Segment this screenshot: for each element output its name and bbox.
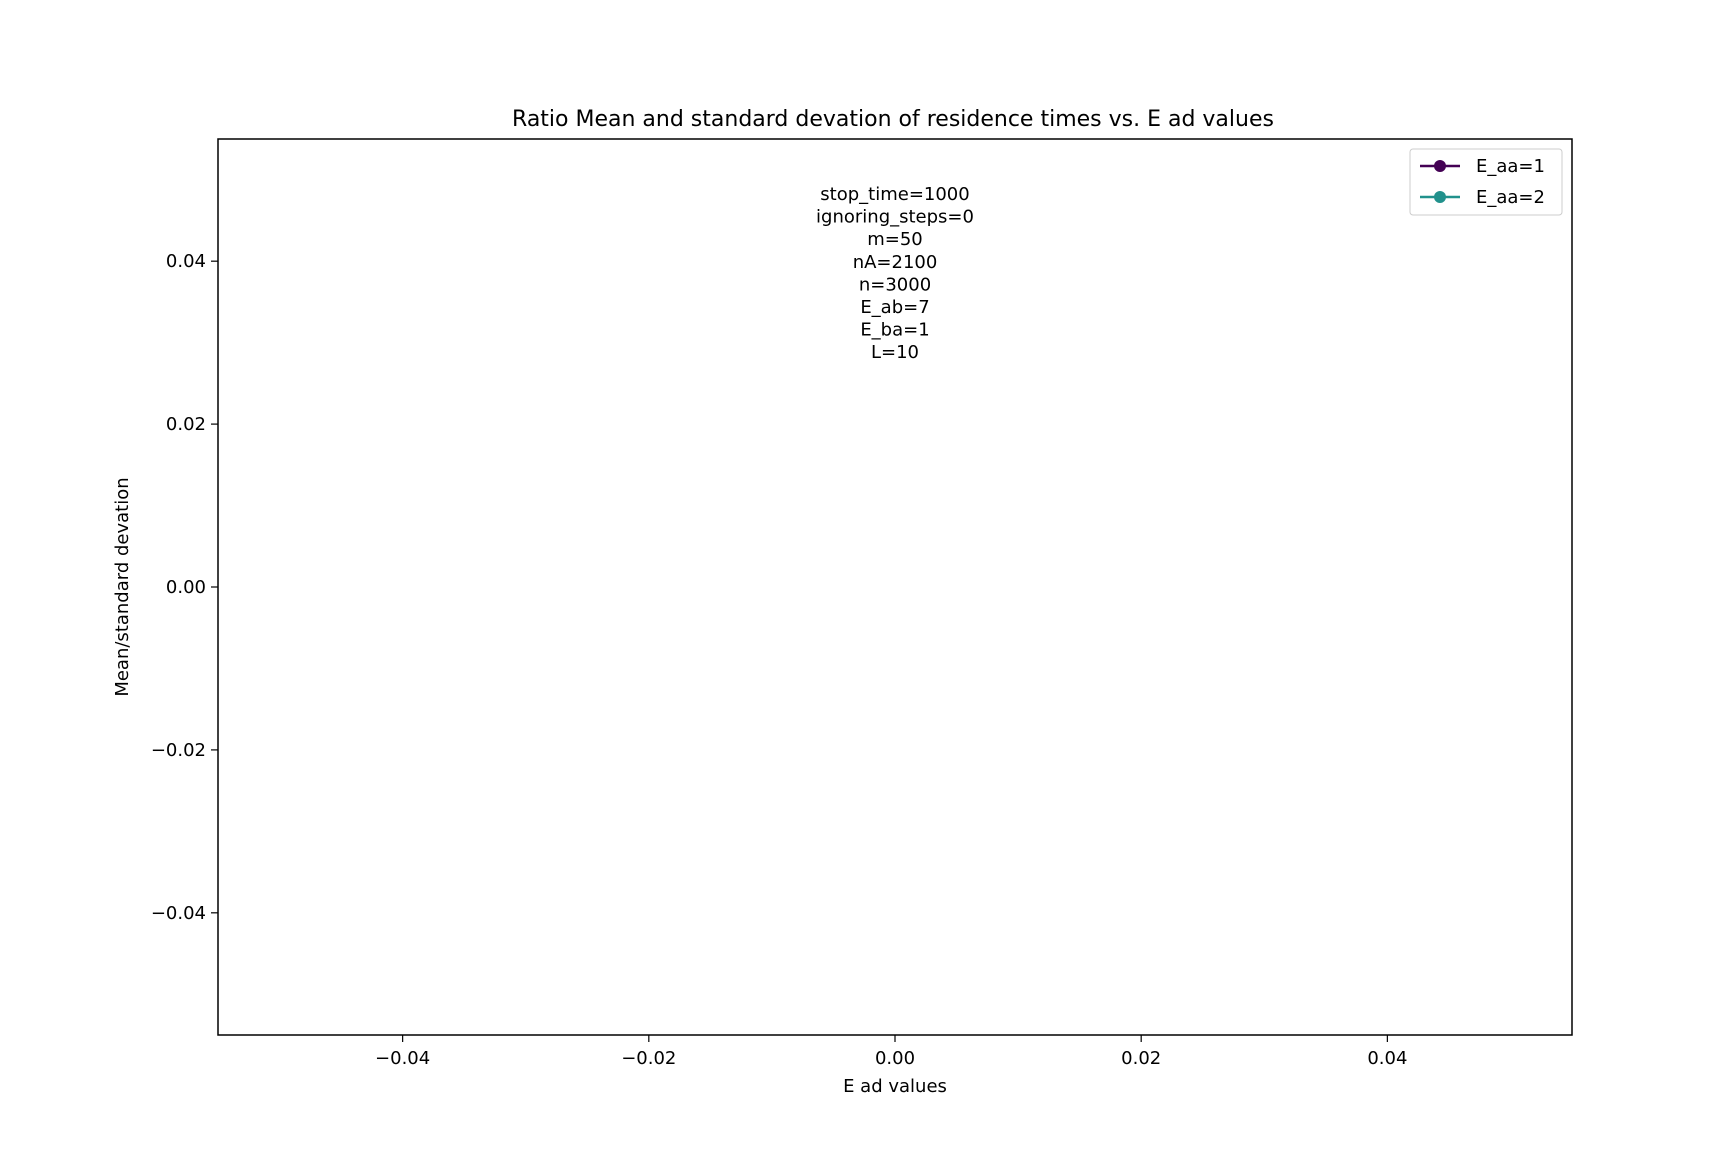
- x-axis-ticks: −0.04 −0.02 0.00 0.02 0.04: [375, 1035, 1407, 1069]
- parameter-annotation: stop_time=1000ignoring_steps=0m=50nA=210…: [816, 184, 974, 363]
- x-tick-label: −0.04: [375, 1048, 430, 1069]
- y-axis-label: Mean/standard devation: [112, 477, 133, 696]
- legend-entry: E_aa=2: [1420, 187, 1545, 208]
- legend: E_aa=1 E_aa=2: [1409, 148, 1563, 216]
- legend-label: E_aa=2: [1476, 187, 1545, 208]
- annotation-line: E_ba=1: [860, 320, 929, 341]
- annotation-line: n=3000: [859, 274, 931, 295]
- y-tick-label: 0.00: [166, 577, 206, 598]
- annotation-line: L=10: [871, 342, 919, 363]
- annotation-line: ignoring_steps=0: [816, 207, 974, 228]
- x-tick-label: 0.04: [1367, 1048, 1407, 1069]
- annotation-line: nA=2100: [853, 252, 938, 273]
- y-tick-label: −0.04: [151, 903, 206, 924]
- y-tick-label: 0.02: [166, 414, 206, 435]
- x-tick-label: 0.00: [875, 1048, 915, 1069]
- y-tick-label: −0.02: [151, 740, 206, 761]
- chart-title: Ratio Mean and standard devation of resi…: [512, 107, 1274, 132]
- annotation-line: E_ab=7: [860, 297, 929, 318]
- plot-area: [217, 138, 1573, 1036]
- legend-marker-icon: [1434, 191, 1446, 203]
- x-tick-label: 0.02: [1121, 1048, 1161, 1069]
- annotation-line: m=50: [867, 229, 923, 250]
- legend-entry: E_aa=1: [1420, 156, 1545, 177]
- x-tick-label: −0.02: [621, 1048, 676, 1069]
- x-axis-label: E ad values: [843, 1076, 947, 1097]
- y-axis-ticks: 0.04 0.02 0.00 −0.02 −0.04: [151, 251, 218, 924]
- legend-marker-icon: [1434, 160, 1446, 172]
- annotation-line: stop_time=1000: [820, 184, 969, 205]
- y-tick-label: 0.04: [166, 251, 206, 272]
- legend-label: E_aa=1: [1476, 156, 1545, 177]
